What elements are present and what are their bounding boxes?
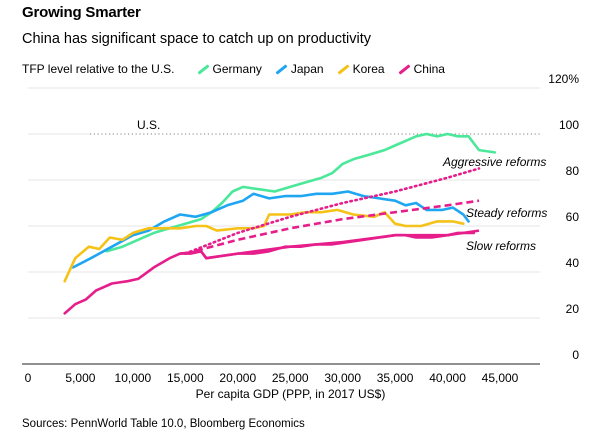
x-axis-title-text: Per capita GDP (PPP, in 2017 US$) xyxy=(195,387,386,401)
x-tick-label: 15,000 xyxy=(167,371,204,385)
x-tick-label: 40,000 xyxy=(429,371,466,385)
y-tick-label: 100 xyxy=(559,118,579,132)
source-note: Sources: PennWorld Table 10.0, Bloomberg… xyxy=(22,418,305,430)
x-tick-label: 35,000 xyxy=(377,371,414,385)
series-line-japan xyxy=(71,190,470,269)
y-tick-label: 0 xyxy=(572,348,579,362)
x-tick-label: 45,000 xyxy=(482,371,519,385)
us-reference-label: U.S. xyxy=(137,118,160,132)
x-tick-label: 10,000 xyxy=(115,371,152,385)
x-tick-label: 20,000 xyxy=(219,371,256,385)
scenario-label-aggressive-reforms: Aggressive reforms xyxy=(442,155,546,169)
legend-item-korea: Korea xyxy=(337,62,385,76)
y-tick-label: 60 xyxy=(566,210,580,224)
legend-text-china: China xyxy=(413,62,445,76)
chart-title: Growing Smarter xyxy=(22,4,141,21)
legend-item-germany: Germany xyxy=(196,62,262,76)
x-axis-title: Per capita GDP (PPP, in 2017 US$) xyxy=(0,387,609,401)
legend-item-japan: Japan xyxy=(275,62,324,76)
series-line-germany xyxy=(105,132,497,253)
legend: TFP level relative to the U.S. Germany J… xyxy=(22,62,458,76)
y-tick-label: 40 xyxy=(566,256,580,270)
scenario-line-slow-reforms xyxy=(179,229,480,260)
scenario-line-steady-reforms xyxy=(184,199,480,255)
legend-text-korea: Korea xyxy=(352,62,385,76)
chart-subtitle: China has significant space to catch up … xyxy=(22,31,372,47)
x-tick-label: 0 xyxy=(25,371,32,385)
y-tick-label: 20 xyxy=(566,302,580,316)
scenario-line-aggressive-reforms xyxy=(184,167,481,255)
x-tick-label: 30,000 xyxy=(324,371,361,385)
y-tick-label: 120% xyxy=(548,72,579,86)
x-tick-label: 25,000 xyxy=(272,371,309,385)
x-tick-label: 5,000 xyxy=(65,371,95,385)
scenario-label-slow-reforms: Slow reforms xyxy=(466,239,536,253)
legend-text-germany: Germany xyxy=(212,62,262,76)
scenario-label-steady-reforms: Steady reforms xyxy=(466,206,547,220)
legend-label: TFP level relative to the U.S. xyxy=(22,62,175,76)
y-tick-label: 80 xyxy=(566,164,580,178)
legend-item-china: China xyxy=(398,62,445,76)
legend-text-japan: Japan xyxy=(290,62,324,76)
